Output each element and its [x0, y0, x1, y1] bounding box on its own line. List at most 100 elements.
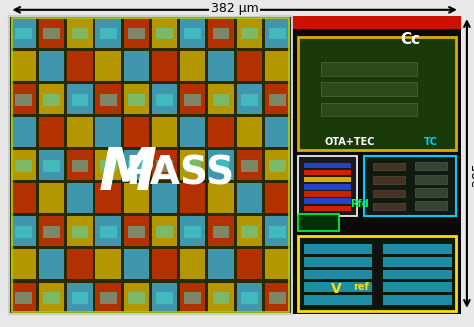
Bar [124, 283, 149, 312]
Bar [269, 226, 286, 238]
Bar [15, 160, 32, 172]
Bar [237, 18, 262, 48]
Bar [212, 94, 229, 106]
Bar [128, 28, 145, 40]
Bar [383, 283, 452, 292]
Bar [100, 94, 117, 106]
Bar [304, 270, 372, 279]
Bar [152, 283, 177, 312]
Bar [269, 160, 286, 172]
Bar [303, 163, 351, 168]
Bar [67, 216, 93, 246]
Bar [67, 283, 93, 312]
Bar [208, 84, 234, 114]
Bar [124, 51, 149, 81]
Bar [43, 160, 60, 172]
Bar [414, 201, 447, 210]
Bar [298, 236, 456, 311]
Bar [67, 150, 93, 180]
Bar [95, 84, 121, 114]
Bar [303, 206, 351, 211]
Bar [39, 250, 64, 279]
Bar [264, 216, 290, 246]
Bar [212, 160, 229, 172]
Bar [208, 51, 234, 81]
Bar [100, 160, 117, 172]
Bar [156, 160, 173, 172]
Bar [39, 183, 64, 213]
Bar [11, 283, 36, 312]
Bar [264, 18, 290, 48]
Bar [208, 150, 234, 180]
Bar [39, 84, 64, 114]
Bar [237, 283, 262, 312]
Bar [180, 150, 206, 180]
Bar [128, 292, 145, 304]
Bar [383, 257, 452, 267]
Text: ref: ref [353, 282, 369, 292]
Bar [237, 84, 262, 114]
Bar [39, 150, 64, 180]
Bar [95, 283, 121, 312]
Bar [303, 191, 351, 197]
Bar [124, 183, 149, 213]
Bar [180, 183, 206, 213]
Bar [373, 164, 405, 170]
Bar [383, 245, 452, 254]
Bar [264, 84, 290, 114]
Bar [11, 84, 36, 114]
Bar [43, 292, 60, 304]
Bar [237, 51, 262, 81]
Text: Cc: Cc [400, 32, 420, 47]
Bar [152, 183, 177, 213]
Bar [241, 94, 258, 106]
Bar [11, 117, 36, 147]
Bar [156, 292, 173, 304]
Bar [95, 117, 121, 147]
Text: 285 μm: 285 μm [472, 140, 474, 187]
Text: M: M [99, 145, 157, 202]
Bar [414, 188, 447, 197]
Bar [152, 51, 177, 81]
Bar [15, 292, 32, 304]
Bar [269, 28, 286, 40]
Bar [152, 216, 177, 246]
Bar [11, 150, 36, 180]
Bar [293, 16, 461, 29]
Bar [11, 216, 36, 246]
Bar [298, 156, 356, 216]
Bar [212, 28, 229, 40]
Bar [156, 226, 173, 238]
Bar [269, 292, 286, 304]
Bar [72, 94, 89, 106]
Bar [208, 216, 234, 246]
Bar [304, 283, 372, 292]
Bar [303, 198, 351, 204]
Bar [72, 292, 89, 304]
Bar [43, 94, 60, 106]
Bar [11, 183, 36, 213]
Bar [269, 94, 286, 106]
Bar [237, 150, 262, 180]
Bar [128, 94, 145, 106]
Bar [414, 162, 447, 170]
Bar [180, 84, 206, 114]
Bar [237, 250, 262, 279]
Bar [383, 295, 452, 305]
Bar [11, 250, 36, 279]
Bar [124, 216, 149, 246]
Bar [303, 177, 351, 182]
Bar [184, 226, 201, 238]
Bar [321, 82, 417, 96]
FancyBboxPatch shape [293, 16, 461, 314]
Bar [241, 292, 258, 304]
Bar [208, 183, 234, 213]
Bar [152, 150, 177, 180]
Bar [237, 216, 262, 246]
Bar [373, 203, 405, 210]
Bar [39, 216, 64, 246]
Bar [67, 250, 93, 279]
Bar [298, 214, 339, 231]
Bar [43, 226, 60, 238]
Bar [264, 150, 290, 180]
